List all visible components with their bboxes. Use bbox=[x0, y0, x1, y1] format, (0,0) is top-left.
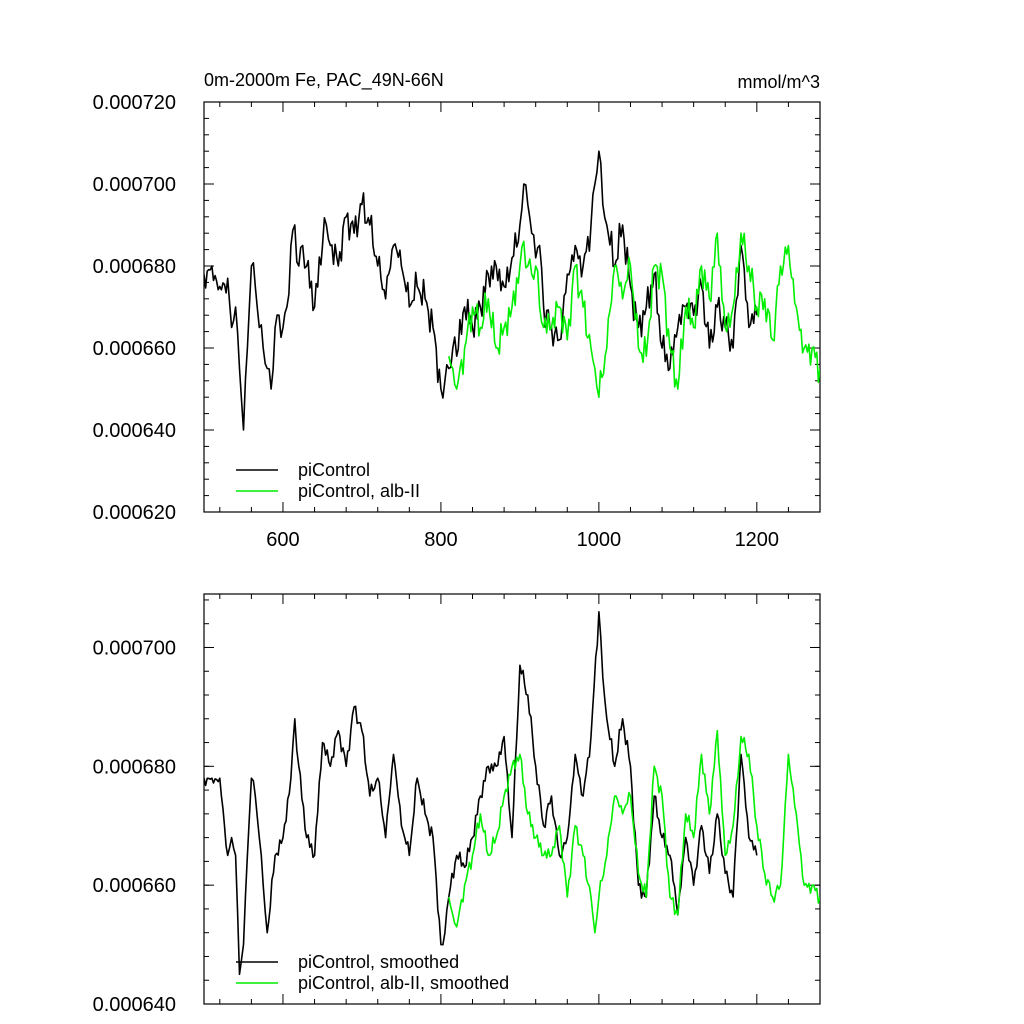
axes-frame: 0.000640 0.000660 0.000680 0.000700 bbox=[93, 593, 821, 1016]
units-label: mmol/m^3 bbox=[738, 72, 820, 92]
series-lines bbox=[204, 150, 820, 431]
y-tick-label: 0.000680 bbox=[93, 256, 176, 278]
y-tick-label: 0.000700 bbox=[93, 174, 176, 196]
axes-frame: 600 800 1000 1200 0.000620 0.000640 0.000660 0.… bbox=[93, 92, 821, 551]
x-tick-label: 1000 bbox=[577, 529, 622, 551]
top-panel: 0m-2000m Fe, PAC_49N-66N mmol/m^3 600 800… bbox=[93, 70, 821, 551]
legend-label: piControl, smoothed bbox=[298, 952, 459, 972]
plot-frame bbox=[203, 101, 821, 513]
series-line-alb-ii bbox=[448, 232, 820, 398]
series-lines bbox=[204, 611, 820, 976]
y-tick-label: 0.000680 bbox=[93, 756, 176, 778]
x-tick-label: 800 bbox=[424, 529, 457, 551]
legend-label: piControl bbox=[298, 460, 370, 480]
y-tick-label: 0.000700 bbox=[93, 637, 176, 659]
bottom-panel: 0.000640 0.000660 0.000680 0.000700 piContr… bbox=[93, 593, 821, 1016]
panel-title: 0m-2000m Fe, PAC_49N-66N bbox=[204, 70, 444, 91]
y-tick-label: 0.000660 bbox=[93, 338, 176, 360]
y-tick-label: 0.000720 bbox=[93, 92, 176, 114]
series-line-picontrol bbox=[204, 611, 758, 976]
series-line-alb-ii bbox=[448, 729, 820, 934]
x-tick-label: 600 bbox=[266, 529, 299, 551]
legend-label: piControl, alb-II bbox=[298, 481, 420, 501]
y-tick-label: 0.000660 bbox=[93, 875, 176, 897]
y-tick-label: 0.000620 bbox=[93, 502, 176, 524]
plot-frame bbox=[203, 593, 821, 1005]
y-tick-label: 0.000640 bbox=[93, 994, 176, 1016]
x-tick-label: 1200 bbox=[735, 529, 780, 551]
y-tick-label: 0.000640 bbox=[93, 420, 176, 442]
legend-label: piControl, alb-II, smoothed bbox=[298, 973, 509, 993]
series-line-picontrol bbox=[204, 150, 758, 431]
